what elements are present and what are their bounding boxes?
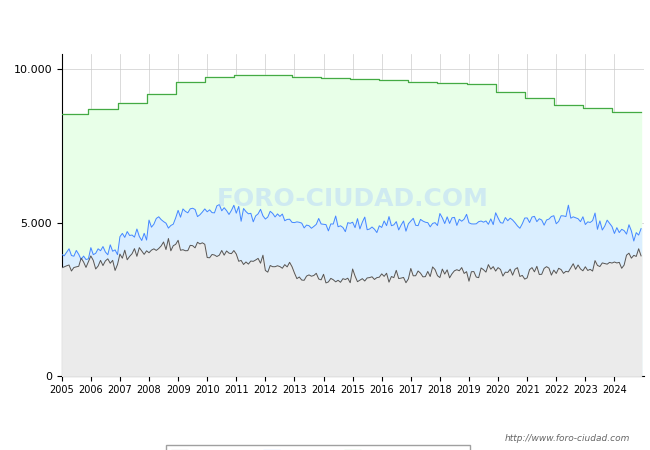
Text: http://www.foro-ciudad.com: http://www.foro-ciudad.com xyxy=(505,434,630,443)
Text: FORO-CIUDAD.COM: FORO-CIUDAD.COM xyxy=(216,187,489,211)
Text: Campo de Criptana - Evolucion de la poblacion en edad de Trabajar Noviembre de 2: Campo de Criptana - Evolucion de la pobl… xyxy=(75,18,575,29)
Legend: Ocupados, Parados, Hab. entre 16-64: Ocupados, Parados, Hab. entre 16-64 xyxy=(166,445,470,450)
